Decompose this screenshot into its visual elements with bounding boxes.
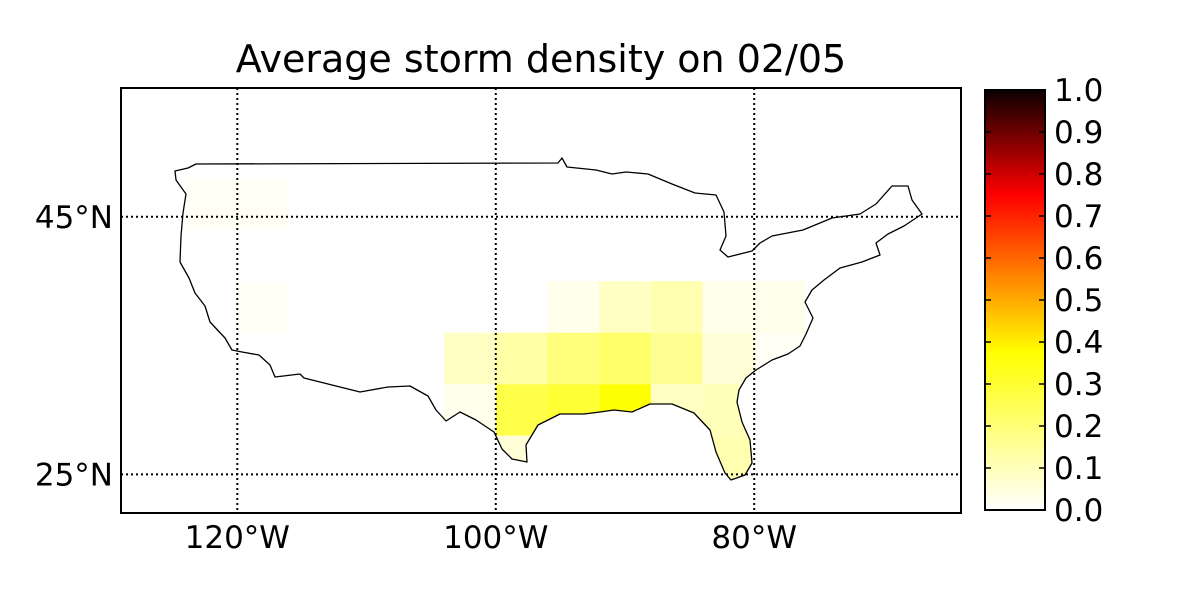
chart-title: Average storm density on 02/05 bbox=[236, 37, 846, 81]
heatmap-cell bbox=[547, 332, 600, 385]
colorbar-tick-label: 0.8 bbox=[1054, 157, 1103, 193]
heatmap-cell bbox=[702, 332, 755, 385]
map-plot-area: 120°W 100°W 80°W 45°N 25°N bbox=[35, 87, 962, 556]
colorbar-tick-label: 0.9 bbox=[1054, 115, 1103, 151]
heatmap-cell bbox=[495, 384, 548, 436]
us-outline bbox=[174, 157, 923, 481]
heatmap-cell bbox=[599, 384, 651, 436]
heatmap-cell bbox=[702, 384, 755, 436]
heatmap-cell bbox=[650, 332, 703, 385]
heatmap-cell bbox=[650, 384, 703, 436]
y-tick-label: 25°N bbox=[35, 457, 113, 493]
x-tick-labels: 120°W 100°W 80°W bbox=[185, 520, 797, 556]
y-tick-labels: 45°N 25°N bbox=[35, 200, 113, 494]
heatmap-cell bbox=[599, 332, 651, 385]
heatmap-cell bbox=[444, 332, 496, 385]
colorbar-tick-label: 0.0 bbox=[1054, 493, 1103, 529]
colorbar-ticks: 0.0 0.1 0.2 0.3 0.4 0.5 0.6 0.7 0.8 0.9 1.0 bbox=[985, 73, 1103, 529]
colorbar-tick-label: 0.7 bbox=[1054, 199, 1103, 235]
heatmap-cell bbox=[185, 178, 238, 230]
colorbar-tick-label: 0.6 bbox=[1054, 241, 1103, 277]
heatmap-cell bbox=[702, 281, 755, 333]
heatmap-cell bbox=[547, 384, 600, 436]
x-tick-label: 120°W bbox=[185, 520, 290, 556]
x-tick-label: 100°W bbox=[443, 520, 548, 556]
heatmap-cell bbox=[702, 435, 755, 480]
colorbar-gradient bbox=[984, 89, 1046, 511]
colorbar: 0.0 0.1 0.2 0.3 0.4 0.5 0.6 0.7 0.8 0.9 1.0 bbox=[984, 73, 1103, 529]
colorbar-tick-label: 1.0 bbox=[1054, 73, 1103, 109]
grid-lines bbox=[121, 88, 961, 513]
colorbar-tick-label: 0.2 bbox=[1054, 409, 1103, 445]
heatmap-cell bbox=[547, 281, 600, 333]
heatmap-cell bbox=[495, 332, 548, 385]
heatmap-cell bbox=[547, 435, 600, 480]
colorbar-tick-label: 0.5 bbox=[1054, 283, 1103, 319]
x-tick-label: 80°W bbox=[711, 520, 797, 556]
colorbar-tick-label: 0.3 bbox=[1054, 367, 1103, 403]
heatmap-cell bbox=[754, 332, 806, 385]
colorbar-tick-label: 0.1 bbox=[1054, 451, 1103, 487]
y-tick-label: 45°N bbox=[35, 200, 113, 236]
heatmap-cell bbox=[237, 281, 289, 333]
colorbar-tick-label: 0.4 bbox=[1054, 325, 1103, 361]
plot-frame bbox=[120, 87, 962, 514]
heatmap-cell bbox=[237, 178, 289, 230]
heatmap-cell bbox=[650, 281, 703, 333]
heatmap-cell bbox=[754, 281, 806, 333]
heatmap-cell bbox=[599, 281, 651, 333]
